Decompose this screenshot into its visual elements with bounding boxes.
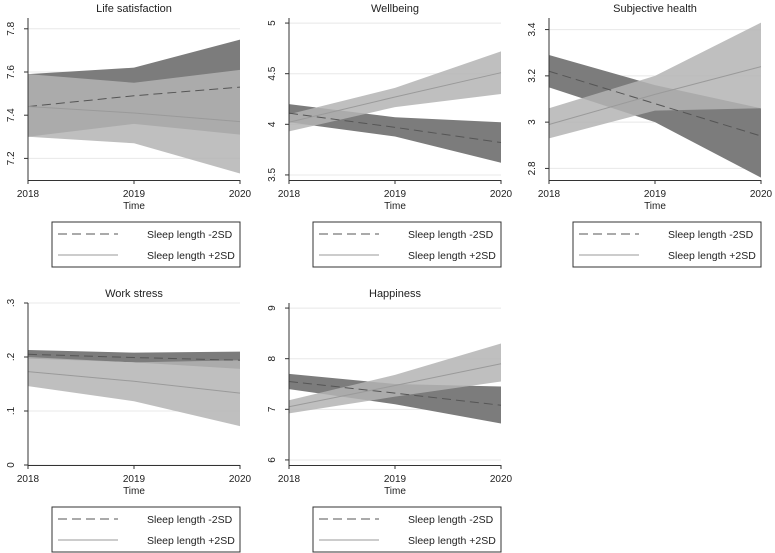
panel-1: 7.2 7.4 7.6 7.8 2018 2019 2020 Life satisfactio… [6,3,252,268]
x-tick-label: 2019 [123,474,146,485]
x-tick-label: 2018 [278,474,301,485]
ci-band-minus2sd [549,55,761,178]
panel-4: 0 .1 .2 .3 2018 2019 2020 Work stress Time Sleep … [6,288,252,553]
y-tick-label: 5 [267,20,278,26]
x-tick-label: 2020 [229,474,252,485]
ci-band-plus2sd [28,357,240,427]
y-tick-label: 0 [6,462,17,468]
legend-label: Sleep length +2SD [408,250,496,262]
legend-label: Sleep length -2SD [147,514,233,526]
y-tick-label: 4 [267,121,278,127]
y-tick-label: 7.4 [6,108,17,122]
series-line-plus2sd [288,72,502,123]
x-tick-label: 2019 [384,474,407,485]
legend-label: Sleep length -2SD [147,229,233,241]
x-axis-label: Time [384,201,406,212]
y-tick-label: 8 [267,355,278,361]
series-line-plus2sd [288,363,502,408]
legend: Sleep length -2SD Sleep length +2SD [51,506,241,553]
legend: Sleep length -2SD Sleep length +2SD [51,221,241,268]
panel-3: 2.8 3 3.2 3.4 2018 2019 2020 Subjective health T… [527,3,773,268]
y-tick-label: .2 [6,352,17,361]
y-tick-label: 3.2 [527,68,538,82]
chart-title: Life satisfaction [96,3,172,15]
y-tick-label: 3 [527,119,538,125]
y-tick-label: 4.5 [267,66,278,80]
ci-band-plus2sd [28,69,240,174]
ci-band-plus2sd [289,51,501,132]
series-line-minus2sd [27,86,241,108]
legend: Sleep length -2SD Sleep length +2SD [312,221,502,268]
legend-box [51,221,241,268]
legend-box [51,506,241,553]
legend: Sleep length -2SD Sleep length +2SD [572,221,762,268]
y-tick-label: 7.6 [6,65,17,79]
x-tick-label: 2018 [17,474,40,485]
x-tick-label: 2019 [644,189,667,200]
series-line-plus2sd [548,66,762,125]
series-line-minus2sd [548,70,762,137]
x-tick-label: 2018 [278,189,301,200]
y-tick-label: .3 [6,298,17,307]
series-line-plus2sd [27,106,241,123]
panel-5: 6 7 8 9 2018 2019 2020 Happiness Time Sleep lengt… [267,288,513,553]
legend-label: Sleep length +2SD [147,250,235,262]
x-tick-label: 2020 [229,189,252,200]
x-tick-label: 2020 [750,189,773,200]
y-tick-label: .1 [6,406,17,415]
y-tick-label: 7.8 [6,21,17,35]
legend-label: Sleep length +2SD [147,535,235,547]
x-axis-label: Time [644,201,666,212]
legend-label: Sleep length +2SD [668,250,756,262]
y-tick-label: 7.2 [6,151,17,165]
legend-label: Sleep length -2SD [408,229,494,241]
chart-title: Happiness [369,288,421,300]
series-line-minus2sd [27,353,241,361]
legend-box [572,221,762,268]
x-tick-label: 2018 [17,189,40,200]
y-tick-label: 7 [267,406,278,412]
legend-box [312,506,502,553]
legend: Sleep length -2SD Sleep length +2SD [312,506,502,553]
y-tick-label: 3.5 [267,168,278,182]
y-tick-label: 6 [267,457,278,463]
x-axis-label: Time [384,486,406,497]
x-tick-label: 2020 [490,474,513,485]
series-line-plus2sd [27,371,241,394]
x-axis-label: Time [123,486,145,497]
legend-label: Sleep length +2SD [408,535,496,547]
legend-label: Sleep length -2SD [408,514,494,526]
x-tick-label: 2018 [538,189,561,200]
x-tick-label: 2019 [384,189,407,200]
y-tick-label: 9 [267,305,278,311]
series-line-minus2sd [288,380,502,406]
panel-2: 3.5 4 4.5 5 2018 2019 2020 Wellbeing Time Sleep l… [267,3,513,268]
legend-label: Sleep length -2SD [668,229,754,241]
chart-title: Subjective health [613,3,697,15]
legend-box [312,221,502,268]
y-tick-label: 3.4 [527,22,538,36]
chart-title: Wellbeing [371,3,419,15]
series-line-minus2sd [288,112,502,144]
x-axis-label: Time [123,201,145,212]
y-tick-label: 2.8 [527,161,538,175]
chart-title: Work stress [105,288,163,300]
x-tick-label: 2019 [123,189,146,200]
x-tick-label: 2020 [490,189,513,200]
